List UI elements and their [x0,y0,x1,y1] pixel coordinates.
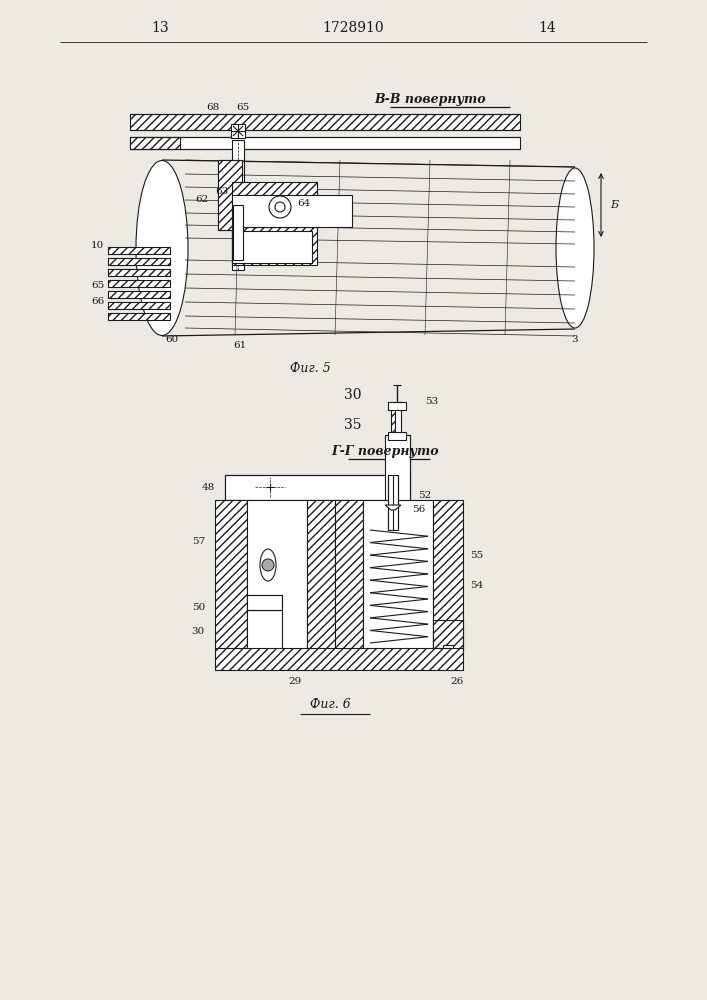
Bar [231,124,245,138]
Text: Фиг. 6: Фиг. 6 [310,698,351,712]
Bar [108,291,170,298]
Bar [232,231,312,263]
Bar [108,302,170,309]
Bar [108,280,170,287]
Bar [233,205,243,260]
Text: 30: 30 [344,388,362,402]
Text: 54: 54 [470,580,484,589]
Circle shape [275,202,285,212]
Bar [108,269,170,276]
Bar [247,610,282,650]
Text: 60: 60 [165,336,179,344]
Text: 30: 30 [192,628,205,637]
Circle shape [269,196,291,218]
Bar [385,435,410,510]
Text: 35: 35 [344,418,362,432]
Text: 64: 64 [297,198,310,208]
Text: 48: 48 [201,483,215,491]
Text: Г-Г повернуто: Г-Г повернуто [331,446,439,458]
Bar [108,247,170,254]
Bar [225,475,410,500]
Text: 56: 56 [412,506,425,514]
Bar [247,500,307,650]
Bar [433,500,463,650]
Text: 55: 55 [470,550,484,560]
Bar [108,258,170,265]
Bar [108,313,170,320]
Bar [232,182,317,220]
Ellipse shape [556,168,594,328]
Bar [443,645,453,665]
Text: 57: 57 [192,538,205,546]
Bar [130,137,180,149]
Ellipse shape [260,549,276,581]
Bar [393,405,401,435]
Text: 53: 53 [425,397,438,406]
Text: 65: 65 [236,104,250,112]
Text: 10: 10 [90,240,104,249]
Bar [232,140,244,270]
Bar [388,475,398,530]
Bar [218,160,242,230]
Text: Фиг. 5: Фиг. 5 [290,361,330,374]
Text: 65: 65 [90,282,104,290]
Bar [388,402,406,410]
Bar [307,500,335,650]
Bar [130,114,520,130]
Circle shape [262,559,274,571]
Text: Б: Б [610,200,618,210]
Text: 50: 50 [192,602,205,611]
Bar [215,500,247,650]
Text: 63: 63 [215,188,228,196]
Bar [363,500,433,650]
Text: 3: 3 [572,336,578,344]
Text: 1728910: 1728910 [322,21,384,35]
Bar [232,195,352,227]
Text: В-В повернуто: В-В повернуто [374,94,486,106]
Bar [215,648,463,670]
Polygon shape [385,505,401,510]
Bar [388,432,406,440]
Text: 66: 66 [90,296,104,306]
Text: 62: 62 [194,196,208,205]
Bar [335,500,363,650]
Bar [247,595,282,610]
Text: 14: 14 [538,21,556,35]
Text: 26: 26 [450,678,463,686]
Bar [130,137,520,149]
Text: 29: 29 [288,678,302,686]
Ellipse shape [136,160,188,336]
Bar [433,620,463,650]
Bar [218,160,242,230]
Bar [391,405,395,435]
Text: 68: 68 [206,104,220,112]
Bar [232,227,317,265]
Text: 13: 13 [151,21,169,35]
Text: 61: 61 [233,340,247,350]
Text: 52: 52 [418,490,431,499]
